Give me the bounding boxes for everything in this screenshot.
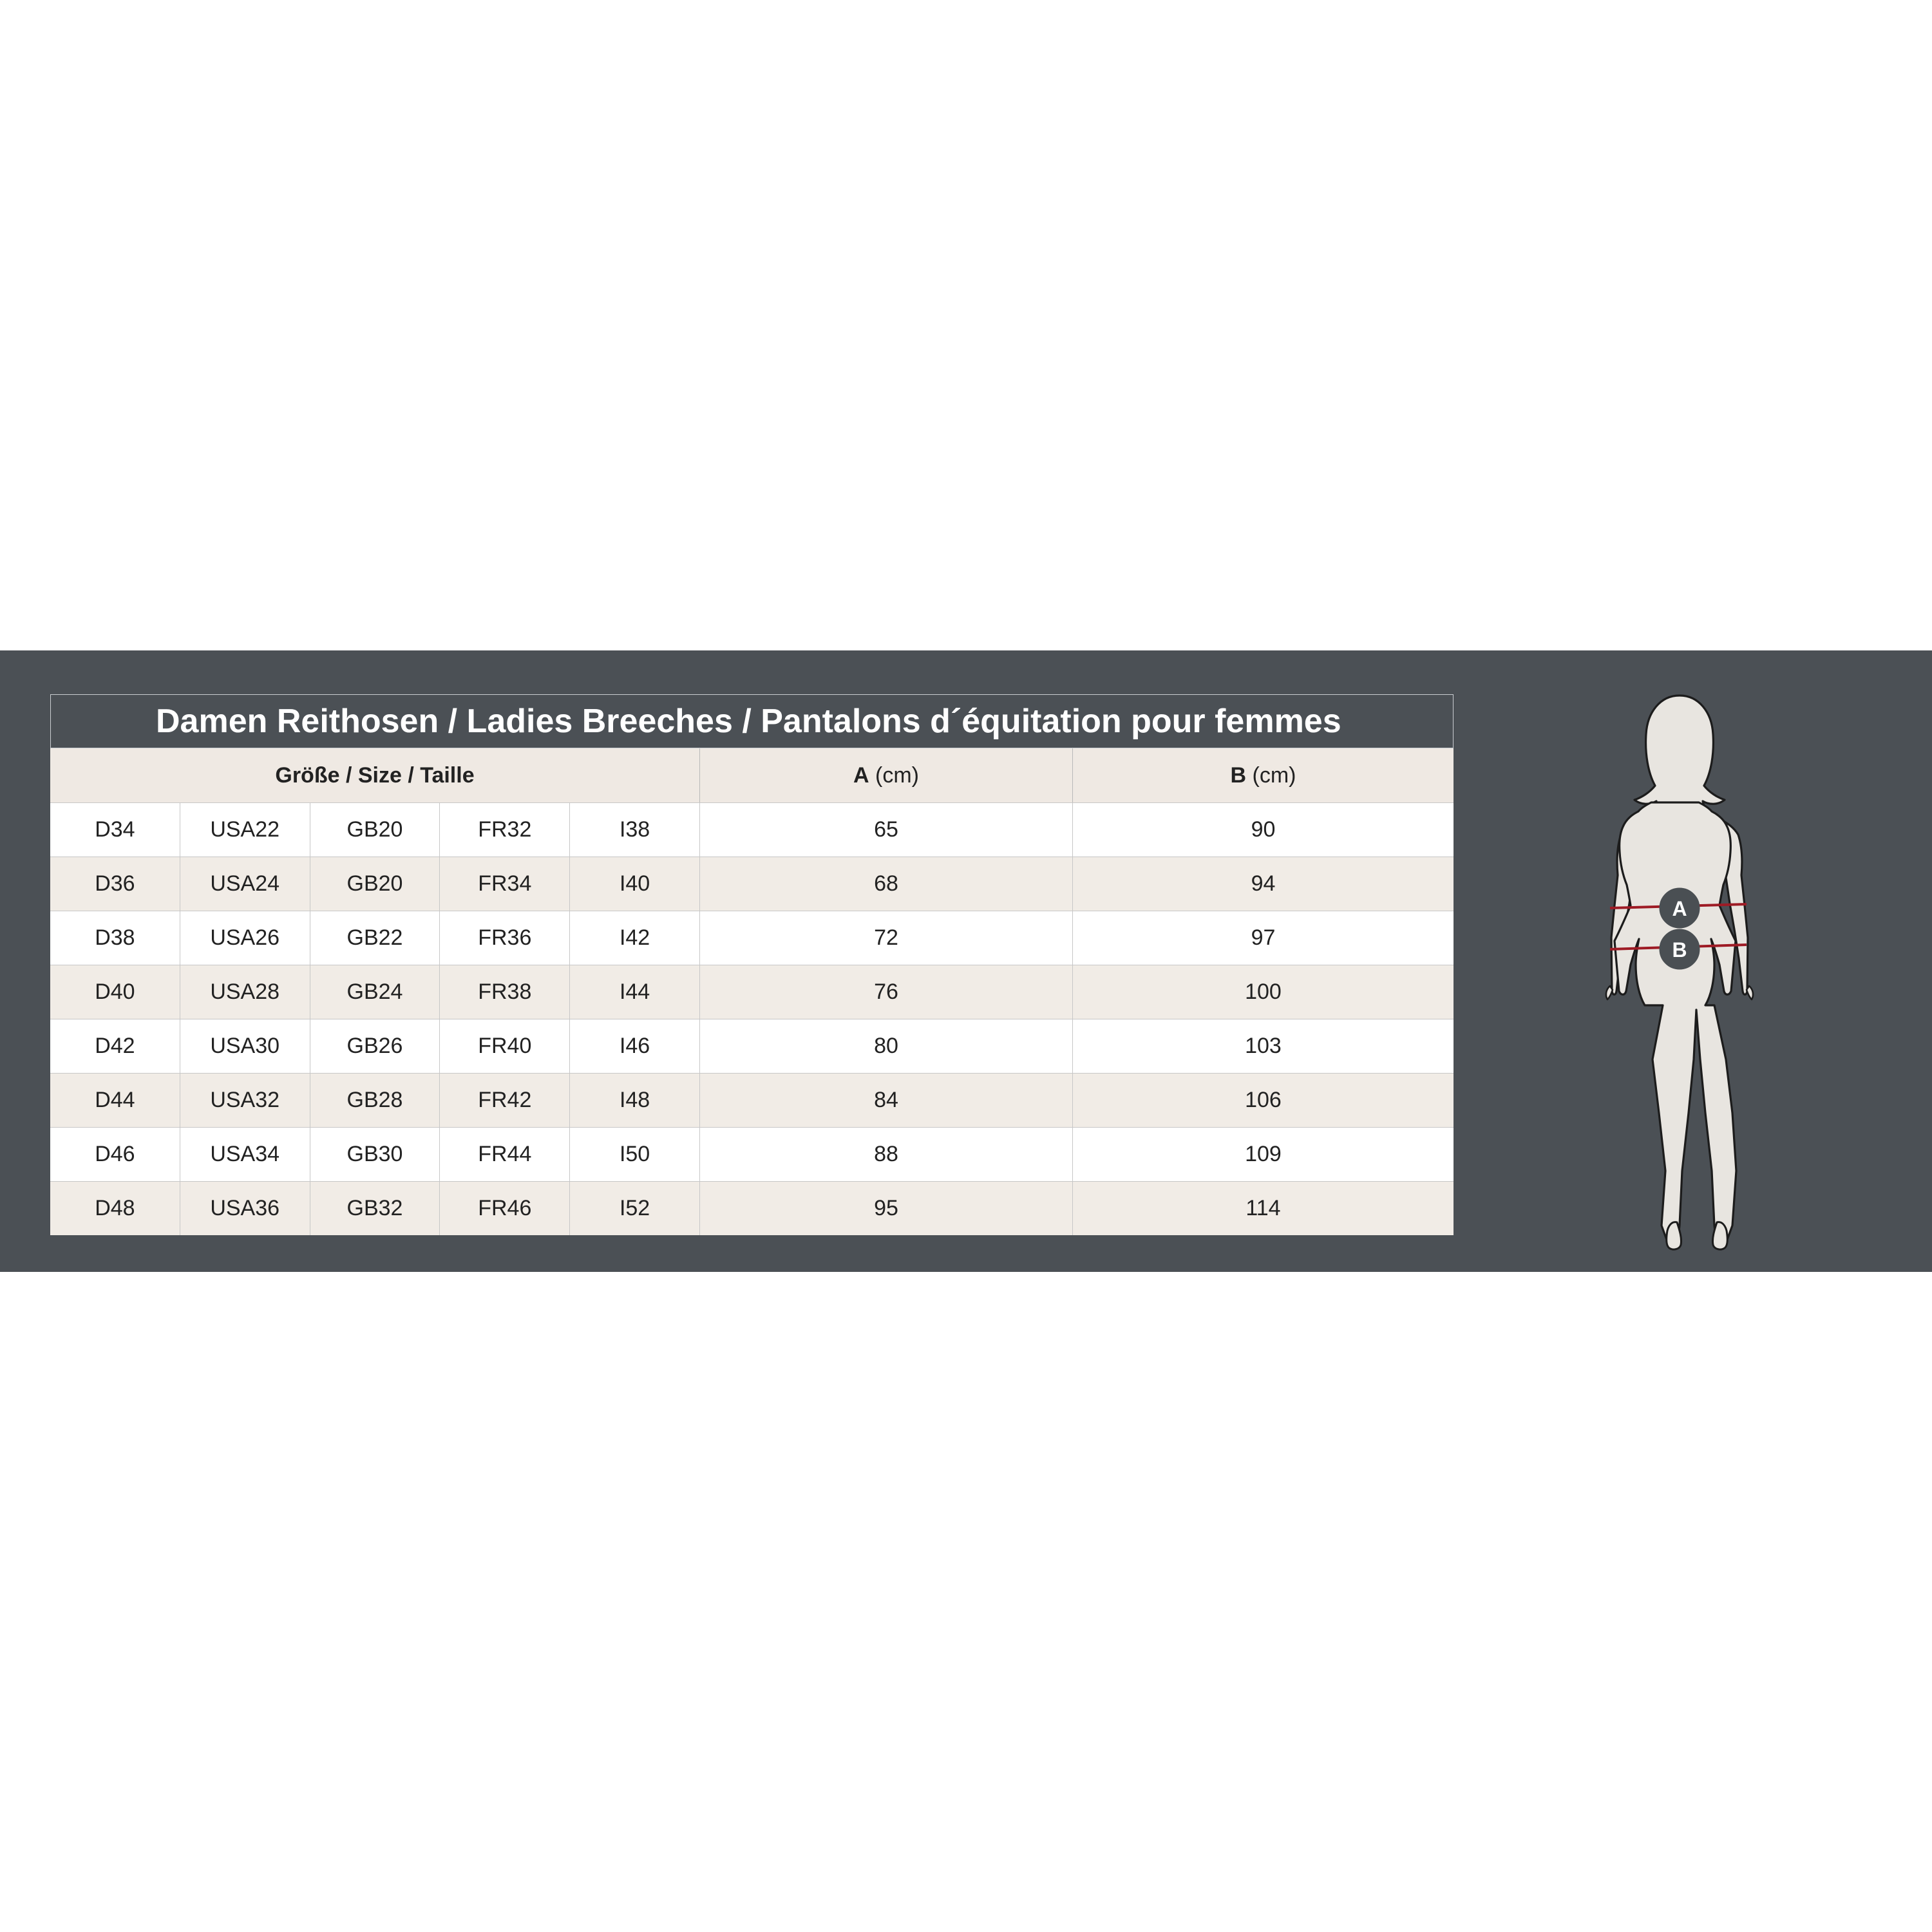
svg-text:B: B [1672,938,1687,961]
svg-text:A: A [1672,897,1687,920]
